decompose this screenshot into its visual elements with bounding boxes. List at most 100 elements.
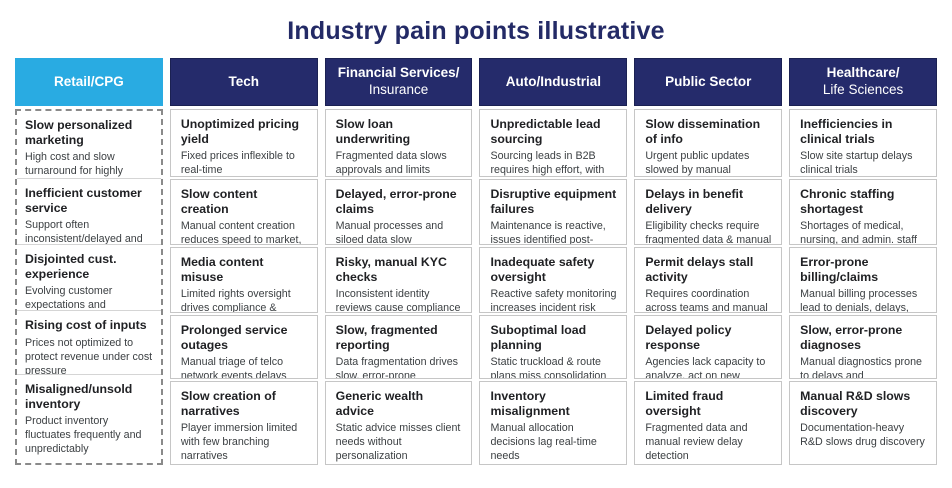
pain-point-card: Delayed policy response Agencies lack ca…: [634, 315, 783, 379]
pain-point-card: Delayed, error-prone claims Manual proce…: [324, 179, 473, 245]
pain-point-desc: Fragmented data slows approvals and limi…: [335, 150, 447, 177]
column-header-label: Public Sector: [665, 73, 752, 89]
pain-point-desc: Shortages of medical, nursing, and admin…: [800, 220, 917, 245]
pain-point-title: Slow, error-prone diagnoses: [800, 323, 903, 352]
pain-point-title: Disruptive equipment failures: [490, 187, 617, 216]
pain-point-desc: High cost and slow turnaround for highly…: [25, 151, 124, 178]
pain-point-title: Manual R&D slows discovery: [800, 389, 911, 418]
column-public-sector: Public Sector Slow dissemination of info…: [634, 58, 783, 465]
pain-point-card: Inadequate safety oversight Reactive saf…: [479, 247, 628, 313]
column-header-label: Retail/CPG: [54, 73, 124, 89]
pain-point-card: Slow loan underwriting Fragmented data s…: [324, 109, 473, 177]
column-header-label: Financial Services/: [337, 65, 460, 81]
pain-point-title: Permit delays stall activity: [645, 255, 754, 284]
pain-point-card: Slow creation of narratives Player immer…: [169, 381, 318, 465]
pain-point-card: Slow, error-prone diagnoses Manual diagn…: [789, 315, 937, 379]
pain-point-title: Delays in benefit delivery: [645, 187, 744, 216]
pain-point-desc: Slow site startup delays clinical trials: [800, 150, 913, 177]
pain-point-title: Slow creation of narratives: [180, 389, 276, 418]
pain-point-title: Prolonged service outages: [180, 323, 288, 352]
pain-point-card: Delays in benefit delivery Eligibility c…: [634, 179, 783, 245]
column-auto-industrial: Auto/Industrial Unpredictable lead sourc…: [479, 58, 628, 465]
pain-point-card: Manual R&D slows discovery Documentation…: [789, 381, 937, 465]
column-header-sublabel: Insurance: [368, 82, 429, 97]
pain-point-card: Slow, fragmented reporting Data fragment…: [324, 315, 473, 379]
pain-point-card: Error-prone billing/claims Manual billin…: [789, 247, 937, 313]
pain-point-card: Slow dissemination of info Urgent public…: [634, 109, 783, 177]
pain-point-desc: Product inventory fluctuates frequently …: [25, 415, 142, 456]
pain-point-desc: Inconsistent identity reviews cause comp…: [335, 288, 461, 313]
pain-point-title: Inventory misalignment: [490, 389, 570, 418]
pain-point-desc: Static advice misses client needs withou…: [335, 422, 461, 463]
column-header-healthcare: Healthcare/ Life Sciences: [789, 58, 937, 106]
pain-point-card: Chronic staffing shortagest Shortages of…: [789, 179, 937, 245]
pain-point-title: Generic wealth advice: [335, 389, 424, 418]
column-retail-cpg: Retail/CPG Slow personalized marketing H…: [15, 58, 163, 465]
pain-point-desc: Fragmented data and manual review delay …: [645, 422, 748, 463]
pain-point-title: Limited fraud oversight: [645, 389, 724, 418]
pain-point-card: Disruptive equipment failures Maintenanc…: [479, 179, 628, 245]
column-body-retail-cpg: Slow personalized marketing High cost an…: [15, 109, 163, 465]
pain-point-desc: Manual diagnostics prone to delays and i…: [800, 356, 922, 379]
pain-point-card: Inefficiencies in clinical trials Slow s…: [789, 109, 937, 177]
pain-point-desc: Static truckload & route plans miss cons…: [490, 356, 607, 379]
page-title: Industry pain points illustrative: [287, 17, 665, 45]
pain-point-title: Delayed, error-prone claims: [335, 187, 457, 216]
pain-point-card: Unoptimized pricing yield Fixed prices i…: [169, 109, 318, 177]
pain-point-desc: Manual billing processes lead to denials…: [800, 288, 918, 313]
pain-point-desc: Sourcing leads in B2B requires high effo…: [490, 150, 605, 177]
pain-point-title: Slow personalized marketing: [25, 118, 133, 147]
pain-point-title: Suboptimal load planning: [490, 323, 587, 352]
pain-point-card: Slow personalized marketing High cost an…: [17, 111, 161, 179]
pain-point-title: Slow content creation: [180, 187, 258, 216]
column-header-label: Auto/Industrial: [505, 73, 602, 89]
pain-point-card: Media content misuse Limited rights over…: [169, 247, 318, 313]
column-header-label: Healthcare/: [826, 65, 900, 81]
pain-point-desc: Manual processes and siloed data slow pr…: [335, 220, 444, 245]
pain-point-title: Slow, fragmented reporting: [335, 323, 438, 352]
pain-point-title: Unpredictable lead sourcing: [490, 117, 601, 146]
pain-point-desc: Support often inconsistent/delayed and c…: [25, 219, 143, 245]
pain-point-desc: Data fragmentation drives slow, error-pr…: [335, 356, 459, 379]
pain-point-title: Inefficient customer service: [25, 186, 142, 215]
pain-point-title: Chronic staffing shortagest: [800, 187, 895, 216]
pain-point-desc: Agencies lack capacity to analyze, act o…: [645, 356, 766, 379]
column-header-label: Tech: [228, 73, 259, 89]
pain-point-desc: Manual allocation decisions lag real-tim…: [490, 422, 597, 463]
column-header-public-sector: Public Sector: [634, 58, 783, 106]
pain-point-desc: Evolving customer expectations and fragm…: [25, 285, 113, 311]
pain-point-title: Disjointed cust. experience: [25, 252, 117, 281]
column-header-sublabel: Life Sciences: [822, 82, 904, 97]
pain-point-card: Suboptimal load planning Static truckloa…: [479, 315, 628, 379]
industry-pain-points-table: Retail/CPG Slow personalized marketing H…: [15, 58, 937, 465]
pain-point-desc: Fixed prices inflexible to real-time dem…: [180, 150, 295, 177]
pain-point-title: Inefficiencies in clinical trials: [800, 117, 893, 146]
column-body-healthcare: Inefficiencies in clinical trials Slow s…: [789, 109, 937, 465]
pain-point-card: Disjointed cust. experience Evolving cus…: [17, 245, 161, 311]
pain-point-desc: Reactive safety monitoring increases inc…: [490, 288, 617, 313]
column-header-retail-cpg: Retail/CPG: [15, 58, 163, 106]
pain-point-desc: Player immersion limited with few branch…: [180, 422, 298, 463]
pain-point-card: Inefficient customer service Support oft…: [17, 179, 161, 245]
column-body-tech: Unoptimized pricing yield Fixed prices i…: [169, 109, 318, 465]
pain-point-card: Permit delays stall activity Requires co…: [634, 247, 783, 313]
pain-point-title: Media content misuse: [180, 255, 264, 284]
pain-point-title: Delayed policy response: [645, 323, 732, 352]
pain-point-card: Risky, manual KYC checks Inconsistent id…: [324, 247, 473, 313]
pain-point-title: Risky, manual KYC checks: [335, 255, 447, 284]
pain-point-card: Limited fraud oversight Fragmented data …: [634, 381, 783, 465]
column-tech: Tech Unoptimized pricing yield Fixed pri…: [169, 58, 318, 465]
pain-point-card: Inventory misalignment Manual allocation…: [479, 381, 628, 465]
pain-point-title: Slow loan underwriting: [335, 117, 411, 146]
pain-point-title: Misaligned/unsold inventory: [25, 382, 133, 411]
column-financial-services: Financial Services/ Insurance Slow loan …: [324, 58, 473, 465]
column-header-tech: Tech: [169, 58, 318, 106]
pain-point-desc: Maintenance is reactive, issues identifi…: [490, 220, 606, 245]
pain-point-title: Rising cost of inputs: [25, 318, 147, 332]
pain-point-title: Slow dissemination of info: [645, 117, 761, 146]
column-header-auto-industrial: Auto/Industrial: [479, 58, 628, 106]
column-body-financial-services: Slow loan underwriting Fragmented data s…: [324, 109, 473, 465]
pain-point-desc: Prices not optimized to protect revenue …: [25, 336, 153, 375]
pain-point-card: Unpredictable lead sourcing Sourcing lea…: [479, 109, 628, 177]
pain-point-desc: Requires coordination across teams and m…: [645, 288, 768, 313]
